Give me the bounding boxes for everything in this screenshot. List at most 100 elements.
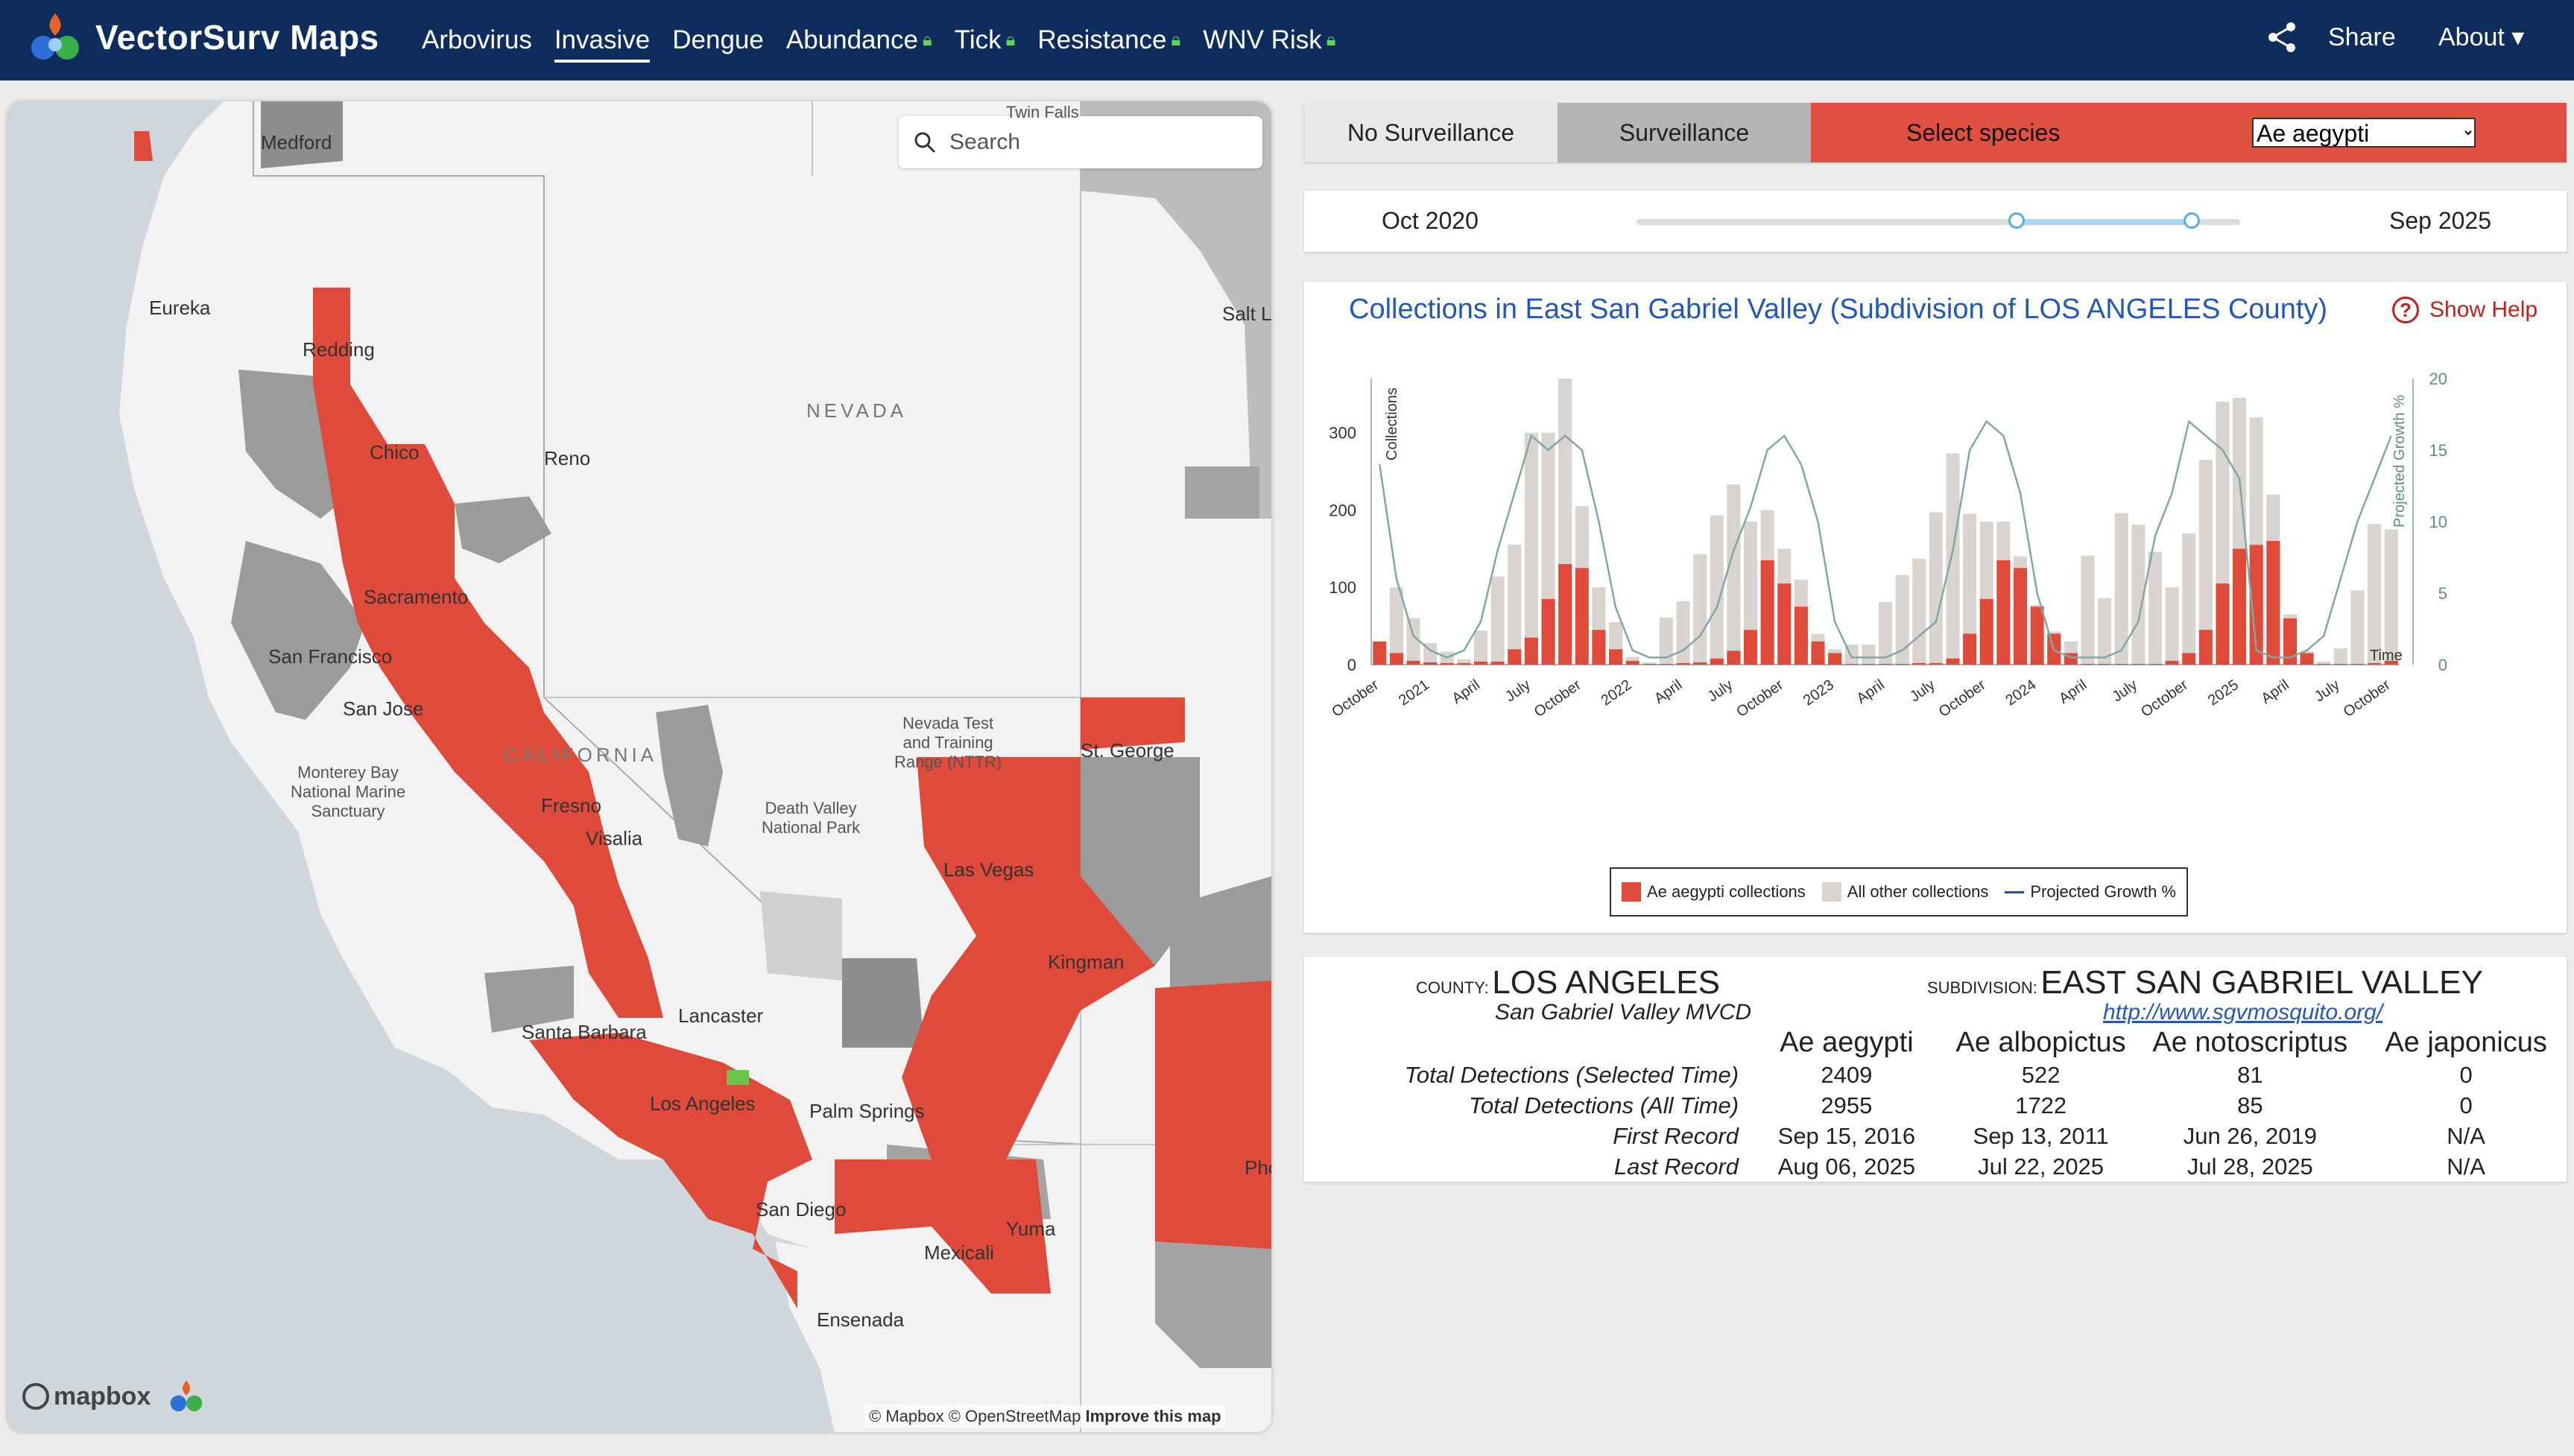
table-row: Total Detections (All Time) 2955 1722 85…	[1337, 1090, 2567, 1121]
bar-aegypti-collections	[2013, 568, 2028, 665]
share-button[interactable]: Share	[2265, 21, 2396, 54]
map-label: Chico	[370, 441, 420, 463]
nav-abundance[interactable]: Abundance 🔒︎	[786, 25, 932, 55]
map-label: Phoe	[1245, 1156, 1271, 1179]
species-select[interactable]: Ae aegypti Ae albopictus Ae notoscriptus…	[2252, 118, 2476, 148]
map-label: Medford	[261, 131, 332, 153]
x-tick-label: April	[2258, 677, 2292, 707]
bar-other-collections	[2333, 648, 2347, 664]
bar-other-collections	[2165, 587, 2179, 661]
nav-dengue[interactable]: Dengue	[672, 25, 764, 55]
table-cell: 522	[2021, 1061, 2061, 1088]
x-tick-label: July	[1907, 677, 1938, 705]
attribution-text: © Mapbox © OpenStreetMap	[869, 1407, 1081, 1425]
legend-swatch	[1821, 882, 1841, 902]
bar-aegypti-collections	[1777, 583, 1792, 665]
nav-resistance[interactable]: Resistance 🔒︎	[1037, 25, 1180, 55]
nav-label: Arbovirus	[422, 25, 532, 54]
about-menu[interactable]: About ▾	[2438, 23, 2525, 51]
bar-other-collections	[1642, 662, 1657, 664]
y-tick-label: 200	[1329, 501, 1356, 519]
table-cell: 0	[2459, 1092, 2473, 1118]
map-search[interactable]	[899, 116, 1262, 168]
bar-aegypti-collections	[1727, 651, 1741, 665]
bar-aegypti-collections	[1490, 661, 1505, 665]
brand[interactable]: VectorSurv Maps	[28, 10, 379, 64]
bar-aegypti-collections	[1760, 560, 1774, 665]
time-slider[interactable]	[1637, 212, 2240, 229]
bar-aegypti-collections	[1979, 598, 1993, 665]
legend-item-other[interactable]: All other collections	[1821, 882, 1988, 902]
mapbox-logo[interactable]: mapbox	[21, 1379, 204, 1414]
nav-invasive[interactable]: Invasive	[554, 25, 651, 63]
bar-other-collections	[1963, 513, 1977, 634]
lock-icon: 🔒︎	[1171, 30, 1181, 50]
info-panel: COUNTY: LOS ANGELES San Gabriel Valley M…	[1304, 957, 2567, 1182]
map-canvas	[7, 101, 1271, 1432]
bar-other-collections	[1912, 558, 1926, 663]
bar-other-collections	[2216, 402, 2230, 584]
search-input[interactable]	[948, 129, 1234, 156]
bar-other-collections	[1996, 522, 2011, 560]
nav-tick[interactable]: Tick 🔒︎	[955, 25, 1016, 55]
region-green	[727, 1070, 749, 1085]
nav-arbovirus[interactable]: Arbovirus	[422, 25, 532, 55]
map-label: Ensenada	[817, 1308, 905, 1331]
time-start-label: Oct 2020	[1382, 207, 1479, 234]
map-attribution[interactable]: © Mapbox © OpenStreetMap Improve this ma…	[864, 1405, 1226, 1428]
bar-other-collections	[1474, 630, 1488, 662]
x-tick-label: July	[2312, 677, 2343, 705]
region-red	[1081, 697, 1185, 750]
bar-aegypti-collections	[1895, 663, 1909, 665]
help-icon: ?	[2392, 297, 2419, 323]
bar-aegypti-collections	[1608, 649, 1623, 665]
map-label: Fresno	[541, 794, 601, 817]
time-slider-start-handle[interactable]	[2008, 212, 2026, 229]
bar-other-collections	[1693, 554, 1707, 662]
bar-aegypti-collections	[1828, 653, 1842, 665]
map-label: Redding	[303, 338, 375, 361]
bar-other-collections	[1878, 601, 1893, 664]
bar-aegypti-collections	[1625, 660, 1639, 665]
bar-aegypti-collections	[1406, 660, 1420, 665]
bar-other-collections	[1524, 432, 1538, 638]
row-label: Total Detections (Selected Time)	[1404, 1061, 1739, 1088]
legend-item-aegypti[interactable]: Ae aegypti collections	[1622, 882, 1806, 902]
bar-aegypti-collections	[2266, 540, 2280, 665]
bar-aegypti-collections	[2114, 663, 2128, 665]
nav-label: WNV Risk	[1203, 25, 1322, 54]
map-label: Monterey Bay National Marine Sanctuary	[291, 763, 406, 820]
bar-other-collections	[2249, 417, 2263, 545]
bar-aegypti-collections	[2317, 663, 2331, 665]
show-help-button[interactable]: ? Show Help	[2392, 297, 2537, 323]
map-view[interactable]: Medford Twin Falls Eureka Salt L Redding…	[7, 101, 1271, 1432]
lock-icon: 🔒︎	[1005, 30, 1016, 50]
table-cell: Aug 06, 2025	[1777, 1153, 1916, 1180]
time-slider-end-handle[interactable]	[2184, 212, 2201, 229]
bar-aegypti-collections	[2098, 663, 2112, 665]
bar-other-collections	[2283, 614, 2297, 618]
nav-label: Abundance	[785, 25, 918, 54]
bar-other-collections	[1760, 510, 1774, 560]
y-tick-label: 300	[1329, 424, 1356, 443]
table-corner	[1337, 1025, 1746, 1060]
time-axis-label: Time	[2370, 648, 2403, 664]
region-red	[902, 757, 1155, 1159]
bar-other-collections	[1575, 506, 1589, 569]
map-label: Twin Falls	[1006, 103, 1079, 121]
map-label: CALIFORNIA	[504, 744, 658, 766]
table-row: First Record Sep 15, 2016 Sep 13, 2011 J…	[1337, 1121, 2567, 1151]
map-label: Eureka	[149, 297, 211, 319]
legend-item-growth[interactable]: Projected Growth %	[2005, 882, 2176, 902]
bar-aegypti-collections	[1373, 641, 1387, 665]
surveillance-button[interactable]: Surveillance	[1558, 103, 1811, 162]
legend-swatch	[1622, 882, 1641, 902]
bar-aegypti-collections	[1642, 663, 1657, 665]
nav-wnv-risk[interactable]: WNV Risk 🔒︎	[1203, 25, 1335, 55]
agency-link[interactable]: http://www.sgvmosquito.org/	[2103, 1000, 2383, 1025]
improve-map-link[interactable]: Improve this map	[1085, 1407, 1221, 1425]
no-surveillance-button[interactable]: No Surveillance	[1304, 103, 1558, 162]
region-gray	[1155, 1212, 1271, 1368]
region-red	[835, 1159, 1051, 1294]
x-tick-label: 2022	[1598, 677, 1634, 709]
